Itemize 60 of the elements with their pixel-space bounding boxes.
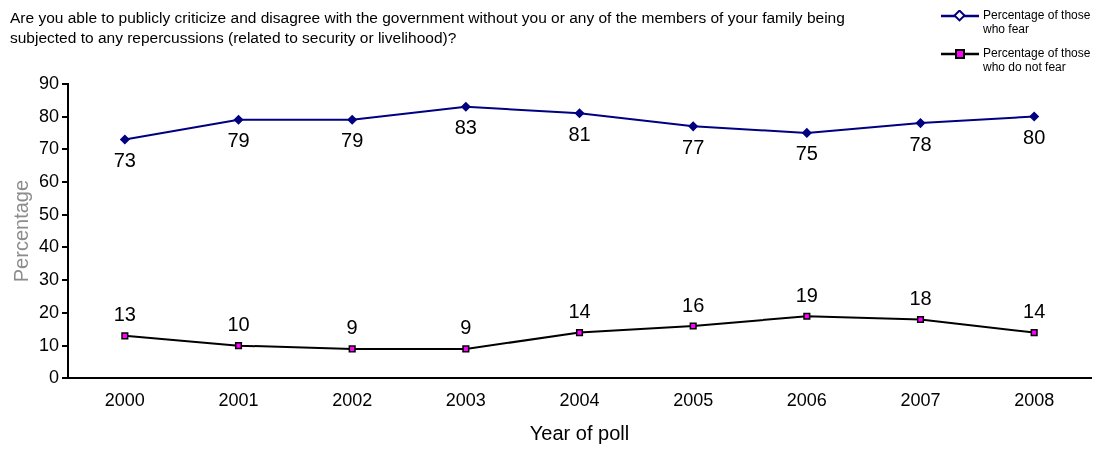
legend-label: Percentage of those who do not fear bbox=[983, 46, 1092, 74]
data-label: 18 bbox=[909, 287, 932, 309]
point bbox=[234, 342, 243, 350]
point bbox=[461, 101, 471, 112]
point bbox=[802, 128, 812, 138]
data-label: 9 bbox=[346, 316, 358, 339]
y-axis-title: Percentage bbox=[9, 179, 32, 283]
data-label: 19 bbox=[795, 283, 818, 306]
point bbox=[120, 134, 130, 145]
data-label: 75 bbox=[795, 142, 818, 165]
data-label: 16 bbox=[682, 293, 705, 316]
point bbox=[803, 312, 811, 320]
x-tick-label: 2001 bbox=[218, 390, 259, 411]
y-tick-label: 10 bbox=[38, 334, 60, 355]
y-tick-label: 20 bbox=[38, 301, 60, 322]
point bbox=[916, 315, 925, 324]
data-label: 73 bbox=[113, 148, 136, 171]
y-tick-label: 50 bbox=[38, 203, 60, 224]
point bbox=[347, 115, 357, 125]
y-tick-label: 90 bbox=[38, 72, 60, 93]
point bbox=[575, 329, 584, 337]
data-label: 14 bbox=[1023, 300, 1046, 323]
point bbox=[121, 332, 129, 340]
legend-label: Percentage of those who fear bbox=[983, 8, 1092, 36]
x-axis-title: Year of poll bbox=[529, 421, 630, 444]
x-tick-label: 2005 bbox=[673, 390, 714, 411]
y-tick-label: 40 bbox=[38, 236, 60, 257]
point bbox=[348, 345, 356, 353]
x-tick-label: 2002 bbox=[332, 390, 373, 411]
y-tick-label: 0 bbox=[49, 367, 60, 388]
data-label: 10 bbox=[227, 313, 250, 336]
data-label: 77 bbox=[682, 135, 705, 158]
point bbox=[574, 108, 585, 119]
point bbox=[233, 115, 244, 125]
point bbox=[915, 118, 926, 128]
x-tick-label: 2007 bbox=[900, 390, 941, 411]
x-tick-label: 2003 bbox=[445, 390, 486, 411]
x-tick-label: 2004 bbox=[559, 390, 600, 411]
y-tick-label: 60 bbox=[38, 170, 60, 191]
point bbox=[1030, 329, 1038, 337]
point bbox=[689, 322, 697, 330]
data-label: 81 bbox=[568, 122, 591, 145]
data-label: 9 bbox=[460, 316, 472, 339]
data-label: 13 bbox=[113, 303, 136, 326]
chart-title: Are you able to publicly criticize and disagree with the government without you or any of the members of your family being subjected to any repercussions (related to security or livelihood)? bbox=[9, 8, 846, 48]
point bbox=[462, 345, 470, 353]
y-tick-label: 30 bbox=[38, 269, 60, 290]
data-label: 83 bbox=[454, 116, 477, 139]
data-label: 79 bbox=[227, 129, 250, 152]
y-tick-label: 70 bbox=[38, 138, 60, 159]
data-label: 14 bbox=[568, 300, 591, 323]
data-label: 80 bbox=[1023, 126, 1046, 149]
x-tick-label: 2008 bbox=[1014, 390, 1055, 411]
point bbox=[1029, 111, 1039, 122]
x-tick-label: 2000 bbox=[104, 390, 145, 411]
data-label: 78 bbox=[909, 132, 932, 155]
point bbox=[688, 121, 698, 132]
x-tick-label: 2006 bbox=[786, 390, 827, 411]
y-tick-label: 80 bbox=[38, 105, 60, 126]
data-label: 79 bbox=[341, 129, 364, 152]
